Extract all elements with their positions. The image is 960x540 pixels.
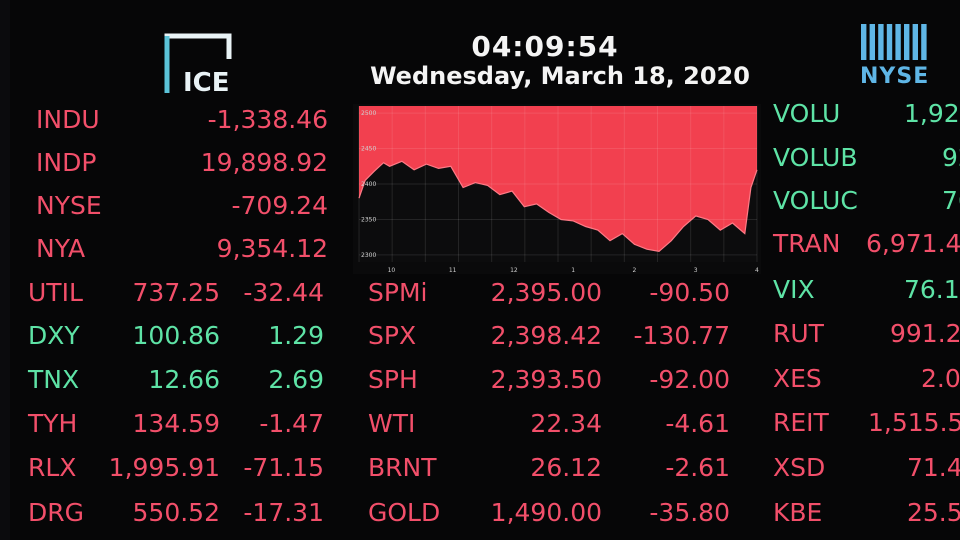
symbol-wti: WTI xyxy=(368,409,416,438)
value-kbe: 25.5 xyxy=(907,498,960,527)
symbol-tyh: TYH xyxy=(28,409,78,438)
spx-intraday-chart: 2500 2450 2400 2350 2300 10 11 12 1 2 3 4 xyxy=(353,104,761,274)
value-xes: 2.06 xyxy=(921,364,960,393)
x-tick-label: 10 xyxy=(388,267,396,274)
symbol-xsd: XSD xyxy=(773,453,826,482)
symbol-reit: REIT xyxy=(773,408,829,437)
screen-bezel xyxy=(0,0,10,540)
nyse-logo-bar xyxy=(886,24,893,60)
ice-logo: ICE xyxy=(163,33,233,98)
symbol-gold: GOLD xyxy=(368,498,441,527)
value-voluc: 76 xyxy=(942,186,960,215)
symbol-dxy: DXY xyxy=(28,321,80,350)
x-tick-label: 4 xyxy=(755,267,759,274)
price-util: 737.25 xyxy=(132,278,220,307)
change-spx: -130.77 xyxy=(633,321,731,350)
y-tick-label: 2400 xyxy=(361,181,376,188)
symbol-brnt: BRNT xyxy=(368,453,437,482)
symbol-spmi: SPMi xyxy=(368,278,428,307)
symbol-volu: VOLU xyxy=(773,99,841,128)
y-tick-label: 2450 xyxy=(361,146,376,153)
symbol-indu: INDU xyxy=(36,105,100,134)
price-spmi: 2,395.00 xyxy=(490,278,602,307)
price-spx: 2,398.42 xyxy=(490,321,602,350)
nyse-logo-bar xyxy=(869,24,875,60)
symbol-util: UTIL xyxy=(28,278,83,307)
date-label: Wednesday, March 18, 2020 xyxy=(370,62,750,90)
change-dxy: 1.29 xyxy=(268,321,324,350)
clock: 04:09:54 xyxy=(471,30,619,63)
symbol-xes: XES xyxy=(773,364,822,393)
nyse-logo-text: NYSE xyxy=(860,64,930,89)
x-tick-label: 1 xyxy=(571,267,575,274)
price-line xyxy=(358,160,758,253)
price-sph: 2,393.50 xyxy=(490,365,602,394)
value-indu: -1,338.46 xyxy=(207,105,328,134)
symbol-nya: NYA xyxy=(36,234,86,263)
symbol-volub: VOLUB xyxy=(773,143,858,172)
nyse-logo-bar xyxy=(895,24,901,60)
symbol-rut: RUT xyxy=(773,319,824,348)
price-brnt: 26.12 xyxy=(530,453,602,482)
value-rut: 991.23 xyxy=(890,319,960,348)
change-sph: -92.00 xyxy=(649,365,730,394)
symbol-tran: TRAN xyxy=(773,229,841,258)
y-tick-label: 2300 xyxy=(361,252,376,259)
symbol-spx: SPX xyxy=(368,321,417,350)
nyse-logo-bar xyxy=(861,24,867,60)
value-reit: 1,515.5 xyxy=(868,408,960,437)
symbol-voluc: VOLUC xyxy=(773,186,858,215)
change-rlx: -71.15 xyxy=(243,453,324,482)
price-area xyxy=(359,106,757,252)
value-nyse: -709.24 xyxy=(231,191,329,220)
nyse-logo-bar xyxy=(904,24,910,60)
value-nya: 9,354.12 xyxy=(216,234,328,263)
nyse-logo-bar xyxy=(912,24,918,60)
price-tyh: 134.59 xyxy=(132,409,220,438)
symbol-tnx: TNX xyxy=(28,365,80,394)
change-tyh: -1.47 xyxy=(259,409,324,438)
price-dxy: 100.86 xyxy=(132,321,220,350)
nyse-logo-bar xyxy=(921,24,927,60)
price-wti: 22.34 xyxy=(530,409,602,438)
y-tick-label: 2500 xyxy=(361,110,376,117)
value-tran: 6,971.44 xyxy=(866,229,960,258)
value-xsd: 71.4 xyxy=(907,453,960,482)
value-vix: 76.14 xyxy=(904,275,960,304)
nyse-logo: NYSE xyxy=(858,24,932,90)
change-tnx: 2.69 xyxy=(268,365,324,394)
ice-logo-text: ICE xyxy=(183,68,230,95)
change-gold: -35.80 xyxy=(649,498,730,527)
symbol-sph: SPH xyxy=(368,365,418,394)
symbol-rlx: RLX xyxy=(28,453,77,482)
symbol-indp: INDP xyxy=(36,148,97,177)
x-tick-label: 3 xyxy=(694,267,698,274)
symbol-nyse: NYSE xyxy=(36,191,102,220)
value-volub: 92 xyxy=(942,143,960,172)
x-tick-label: 11 xyxy=(449,267,457,274)
change-drg: -17.31 xyxy=(243,498,324,527)
x-tick-label: 2 xyxy=(633,267,637,274)
symbol-vix: VIX xyxy=(773,275,815,304)
price-rlx: 1,995.91 xyxy=(108,453,220,482)
change-util: -32.44 xyxy=(243,278,324,307)
price-tnx: 12.66 xyxy=(148,365,220,394)
x-tick-label: 12 xyxy=(510,267,518,274)
change-brnt: -2.61 xyxy=(665,453,730,482)
change-spmi: -90.50 xyxy=(649,278,730,307)
value-volu: 1,920 xyxy=(904,99,960,128)
nyse-logo-bar xyxy=(878,24,884,60)
price-drg: 550.52 xyxy=(132,498,220,527)
price-gold: 1,490.00 xyxy=(490,498,602,527)
value-indp: 19,898.92 xyxy=(200,148,328,177)
change-wti: -4.61 xyxy=(665,409,730,438)
y-tick-label: 2350 xyxy=(361,216,376,223)
symbol-drg: DRG xyxy=(28,498,84,527)
symbol-kbe: KBE xyxy=(773,498,823,527)
